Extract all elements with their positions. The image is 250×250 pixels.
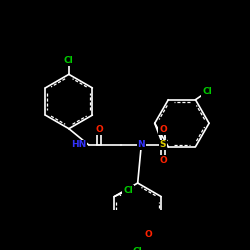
Text: Cl: Cl xyxy=(202,87,212,96)
Text: O: O xyxy=(95,125,103,134)
Text: Cl: Cl xyxy=(133,248,142,250)
Text: N: N xyxy=(138,140,145,149)
Text: Cl: Cl xyxy=(64,56,74,65)
Text: Cl: Cl xyxy=(123,186,133,194)
Text: S: S xyxy=(160,140,166,149)
Text: HN: HN xyxy=(71,140,86,149)
Text: O: O xyxy=(159,156,167,165)
Text: O: O xyxy=(145,230,152,239)
Text: O: O xyxy=(159,125,167,134)
